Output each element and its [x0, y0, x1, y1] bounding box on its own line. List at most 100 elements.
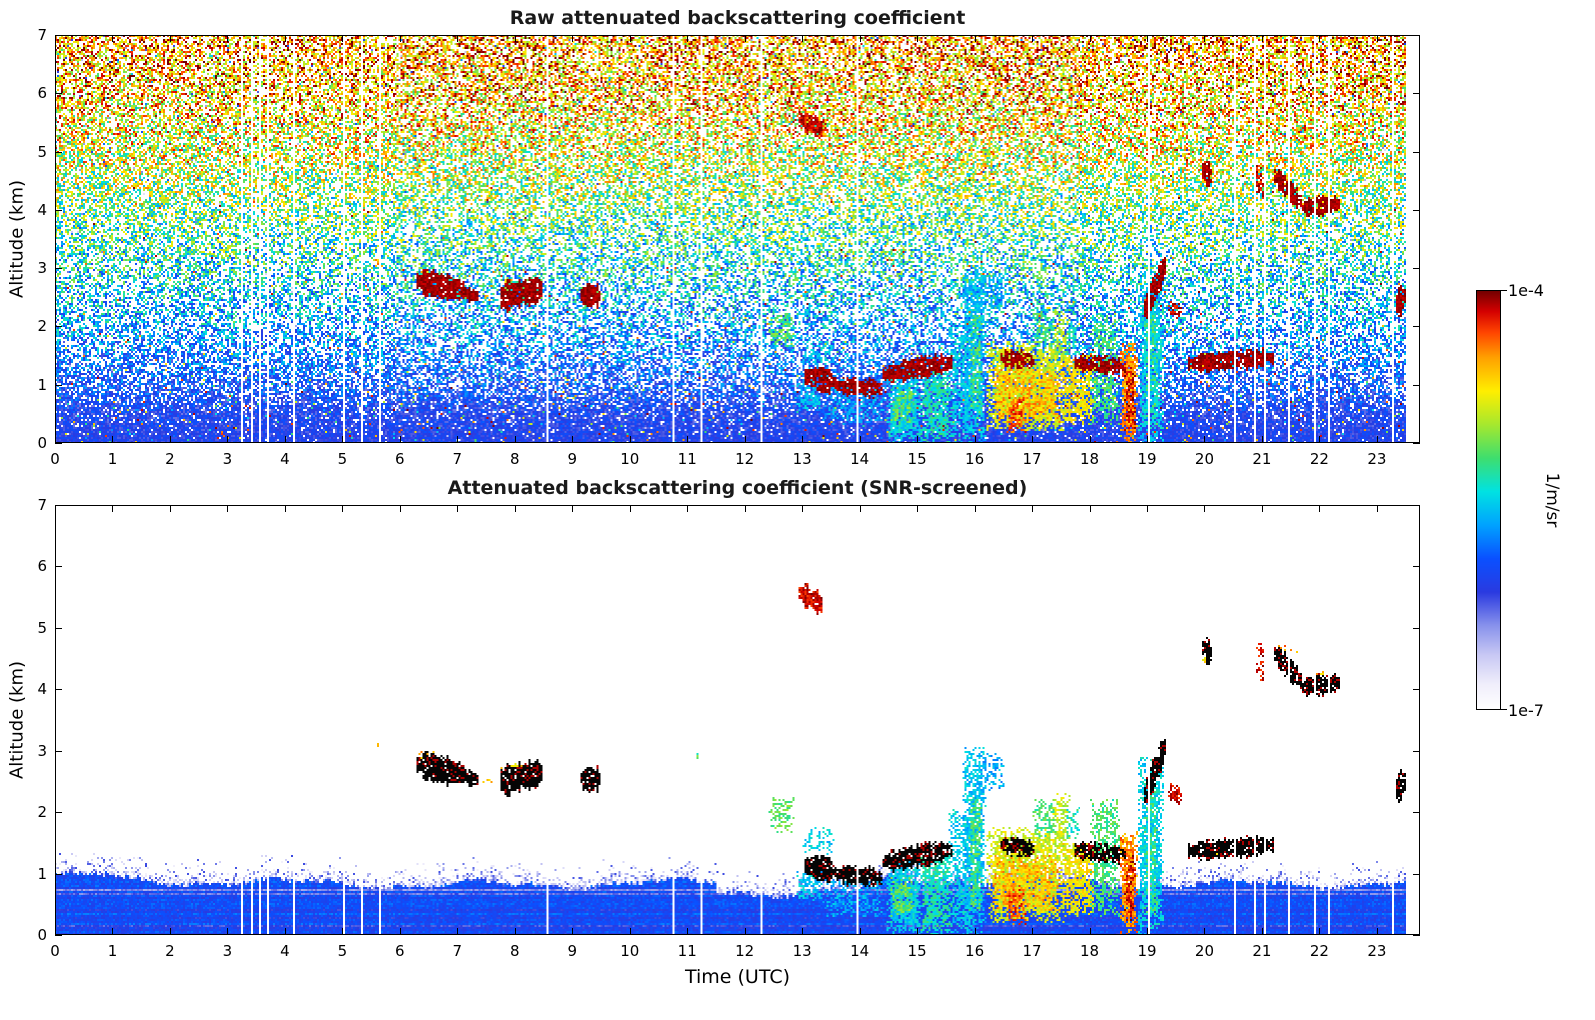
- x-tick-label: 22: [1309, 450, 1329, 468]
- x-tick-mark: [1376, 35, 1378, 42]
- x-tick-label: 17: [1022, 942, 1042, 960]
- x-tick-label: 14: [850, 450, 870, 468]
- raw-panel-title: Raw attenuated backscattering coefficien…: [509, 7, 966, 29]
- x-tick-mark: [629, 35, 631, 42]
- x-tick-mark: [112, 505, 114, 512]
- x-tick-mark: [1319, 505, 1321, 512]
- x-tick-mark: [974, 928, 976, 935]
- colorbar-canvas: [1476, 290, 1501, 710]
- y-tick-label: 7: [37, 26, 47, 44]
- y-tick-mark: [55, 35, 62, 36]
- screened-panel-plot-area: [55, 505, 1420, 935]
- x-tick-mark: [744, 436, 746, 443]
- x-tick-mark: [1032, 436, 1034, 443]
- y-tick-mark: [55, 627, 62, 629]
- x-tick-mark: [687, 505, 689, 512]
- x-tick-label: 5: [337, 450, 348, 468]
- y-tick-mark: [55, 384, 62, 386]
- x-tick-label: 21: [1252, 450, 1272, 468]
- x-tick-mark: [227, 436, 229, 443]
- colorbar-min-label: 1e-7: [1508, 701, 1544, 720]
- x-tick-mark: [744, 505, 746, 512]
- screened-panel-ylabel: Altitude (km): [6, 660, 28, 780]
- colorbar-min-tick: [1501, 709, 1507, 710]
- x-tick-label: 2: [165, 942, 175, 960]
- x-tick-label: 10: [620, 942, 640, 960]
- y-tick-mark: [1413, 443, 1420, 444]
- y-tick-mark: [1413, 326, 1420, 328]
- x-tick-mark: [1147, 436, 1148, 443]
- x-tick-mark: [342, 928, 344, 935]
- x-tick-mark: [457, 505, 459, 512]
- x-tick-mark: [1032, 505, 1034, 512]
- y-tick-mark: [1413, 689, 1420, 691]
- x-tick-mark: [342, 35, 344, 42]
- y-tick-label: 5: [37, 618, 47, 637]
- x-tick-label: 21: [1252, 942, 1272, 960]
- y-tick-mark: [1413, 812, 1420, 814]
- x-tick-label: 19: [1137, 450, 1157, 468]
- y-tick-mark: [55, 812, 62, 814]
- x-tick-label: 0: [50, 942, 60, 960]
- x-tick-mark: [572, 928, 574, 935]
- x-tick-label: 6: [395, 450, 405, 468]
- x-tick-mark: [284, 505, 286, 512]
- x-tick-mark: [974, 505, 976, 512]
- x-tick-label: 22: [1309, 942, 1329, 960]
- x-tick-mark: [687, 35, 689, 42]
- x-tick-mark: [514, 35, 516, 42]
- y-tick-mark: [55, 209, 62, 211]
- x-tick-label: 3: [222, 450, 233, 468]
- x-tick-mark: [55, 505, 56, 512]
- x-tick-label: 14: [850, 942, 870, 960]
- y-tick-label: 6: [37, 557, 47, 576]
- y-tick-mark: [55, 566, 62, 568]
- y-tick-mark: [1413, 505, 1420, 506]
- x-tick-label: 23: [1367, 450, 1387, 468]
- y-tick-label: 3: [37, 259, 47, 278]
- y-tick-mark: [1413, 35, 1420, 36]
- colorbar: [1476, 290, 1501, 710]
- y-tick-mark: [1413, 627, 1420, 629]
- x-tick-mark: [1261, 35, 1263, 42]
- colorbar-unit-label: 1/m/sr: [1542, 472, 1562, 528]
- x-tick-label: 10: [620, 450, 640, 468]
- y-tick-label: 2: [37, 803, 47, 822]
- y-tick-mark: [55, 443, 62, 444]
- x-tick-label: 23: [1367, 942, 1387, 960]
- x-tick-mark: [1032, 928, 1034, 935]
- x-tick-mark: [859, 436, 861, 443]
- y-tick-label: 2: [37, 317, 47, 336]
- x-tick-label: 15: [907, 942, 927, 960]
- x-tick-label: 11: [677, 450, 697, 468]
- x-tick-label: 13: [792, 942, 812, 960]
- x-tick-mark: [802, 436, 804, 443]
- x-tick-mark: [169, 436, 171, 443]
- x-tick-mark: [1261, 505, 1263, 512]
- x-tick-mark: [917, 928, 919, 935]
- y-tick-mark: [55, 750, 62, 752]
- x-tick-mark: [974, 436, 976, 443]
- y-tick-label: 3: [37, 741, 47, 760]
- x-tick-mark: [514, 436, 516, 443]
- y-tick-mark: [55, 93, 62, 95]
- x-tick-label: 4: [280, 450, 290, 468]
- x-tick-mark: [342, 436, 344, 443]
- x-tick-label: 13: [792, 450, 812, 468]
- x-tick-mark: [1204, 436, 1206, 443]
- x-tick-label: 4: [280, 942, 290, 960]
- x-tick-mark: [1089, 928, 1091, 935]
- y-tick-mark: [55, 326, 62, 328]
- x-tick-mark: [284, 436, 286, 443]
- x-tick-label: 20: [1194, 942, 1215, 960]
- x-tick-label: 12: [735, 942, 755, 960]
- x-tick-mark: [112, 928, 114, 935]
- x-tick-label: 5: [337, 942, 348, 960]
- x-tick-mark: [974, 35, 976, 42]
- x-tick-mark: [917, 35, 919, 42]
- x-tick-mark: [629, 436, 631, 443]
- x-tick-mark: [169, 928, 171, 935]
- y-tick-label: 1: [37, 375, 47, 394]
- x-tick-mark: [55, 35, 56, 42]
- x-tick-mark: [169, 505, 171, 512]
